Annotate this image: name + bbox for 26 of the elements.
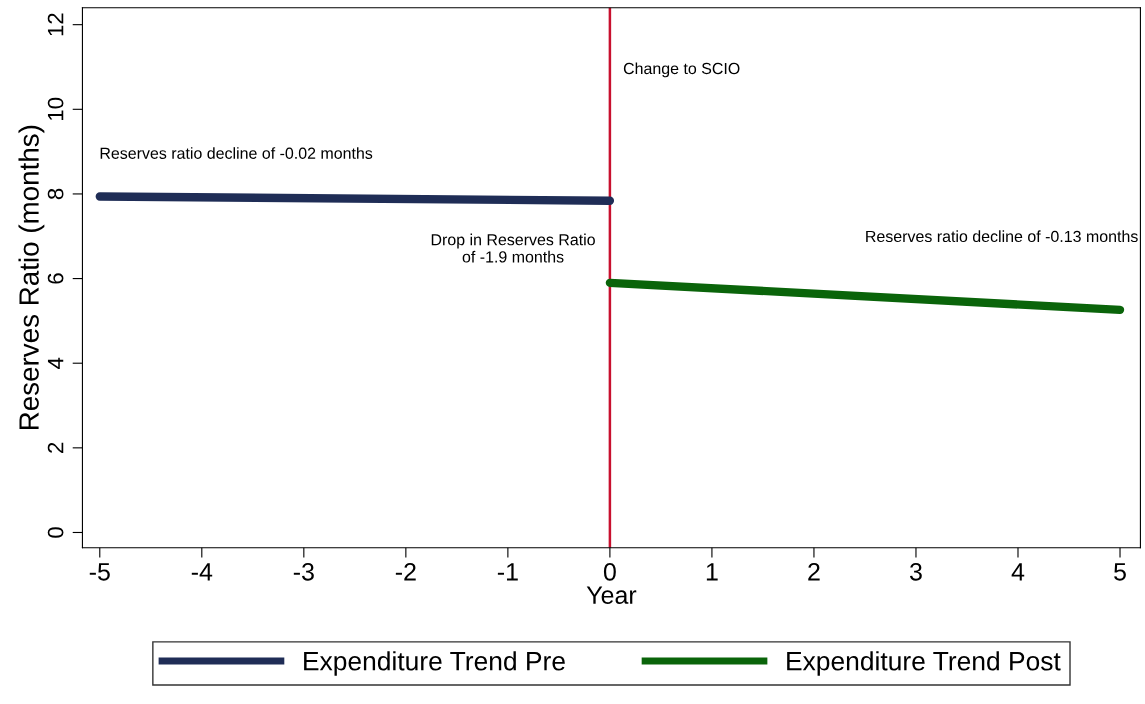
x-tick-label: -1 bbox=[497, 563, 518, 581]
x-tick-label: 3 bbox=[909, 562, 922, 581]
annotation: Drop in Reserves Ratio of -1.9 months bbox=[431, 233, 595, 263]
x-tick-label: 2 bbox=[808, 562, 820, 581]
y-tick-label: 4 bbox=[47, 357, 64, 369]
y-tick-label: 6 bbox=[47, 273, 64, 284]
y-axis-title: Reserves Ratio (months) bbox=[18, 125, 45, 430]
x-tick-label: -3 bbox=[293, 562, 314, 581]
x-axis-title: Year bbox=[586, 586, 637, 604]
y-tick-label: 8 bbox=[47, 188, 64, 200]
x-tick-label: -5 bbox=[89, 563, 110, 581]
legend-label: Expenditure Trend Post bbox=[787, 651, 1061, 676]
legend-label: Expenditure Trend Pre bbox=[304, 651, 565, 676]
x-tick-label: -4 bbox=[191, 563, 213, 581]
y-tick-label: 0 bbox=[47, 527, 64, 538]
y-tick-label: 2 bbox=[47, 442, 64, 453]
x-tick-label: -2 bbox=[395, 562, 416, 581]
annotation: Change to SCIO bbox=[623, 62, 740, 78]
annotation: Reserves ratio decline of -0.13 months bbox=[866, 230, 1138, 243]
y-tick-label: 10 bbox=[47, 97, 64, 120]
annotation: Reserves ratio decline of -0.02 months bbox=[100, 147, 373, 159]
x-tick-label: 5 bbox=[1114, 563, 1126, 581]
y-tick-label: 12 bbox=[47, 13, 64, 36]
x-tick-label: 1 bbox=[706, 563, 718, 581]
x-tick-label: 4 bbox=[1011, 563, 1025, 581]
x-tick-label: 0 bbox=[603, 562, 616, 581]
